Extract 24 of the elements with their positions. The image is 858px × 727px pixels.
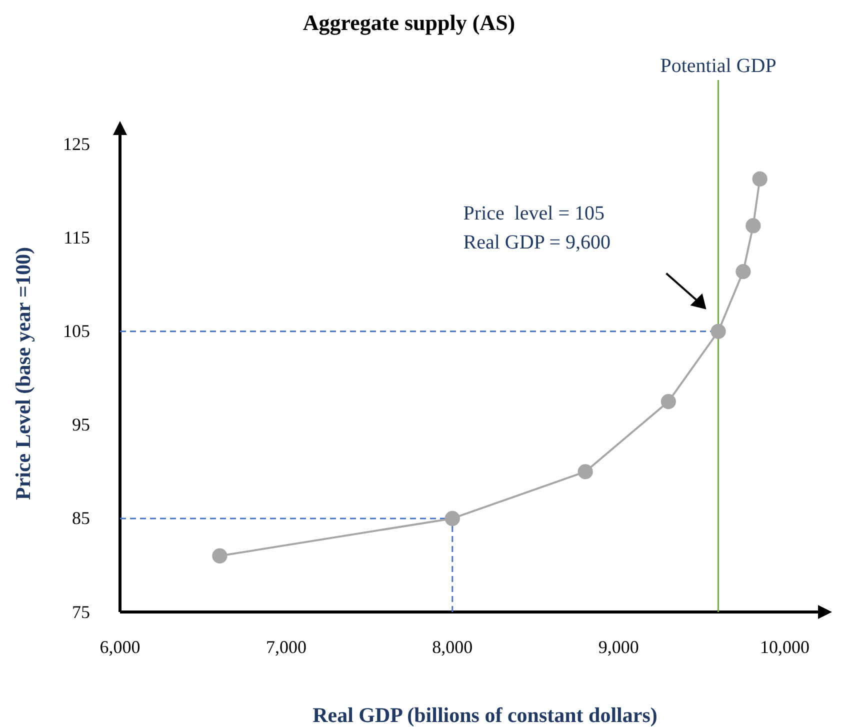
point bbox=[710, 324, 726, 339]
ref-line-label: Potential GDP bbox=[660, 55, 776, 77]
x-tick-label: 9,000 bbox=[598, 636, 639, 657]
y-tick-label: 105 bbox=[63, 321, 90, 342]
y-tick-label: 85 bbox=[72, 508, 90, 528]
x-tick-label: 8,000 bbox=[432, 636, 473, 657]
x-tick-label: 10,000 bbox=[760, 636, 810, 657]
y-tick-label: 75 bbox=[72, 602, 90, 622]
x-tick-label: 6,000 bbox=[100, 636, 140, 657]
chart-title: Aggregate supply (AS) bbox=[302, 10, 516, 35]
x-tick-label: 7,000 bbox=[266, 636, 306, 657]
point bbox=[444, 510, 460, 526]
point bbox=[212, 548, 228, 564]
point bbox=[736, 264, 751, 280]
y-tick-label: 115 bbox=[64, 228, 90, 248]
point bbox=[752, 171, 768, 187]
y-axis-title: Price Level (base year =100) bbox=[11, 247, 35, 500]
point bbox=[660, 394, 676, 410]
y-tick-label: 95 bbox=[72, 414, 90, 435]
y-tick-label: 125 bbox=[63, 134, 90, 154]
point bbox=[746, 218, 761, 234]
x-axis-title: Real GDP (billions of constant dollars) bbox=[312, 703, 658, 727]
point bbox=[578, 464, 593, 480]
annotation: Price level = 105 Real GDP = 9,600 bbox=[463, 202, 610, 254]
